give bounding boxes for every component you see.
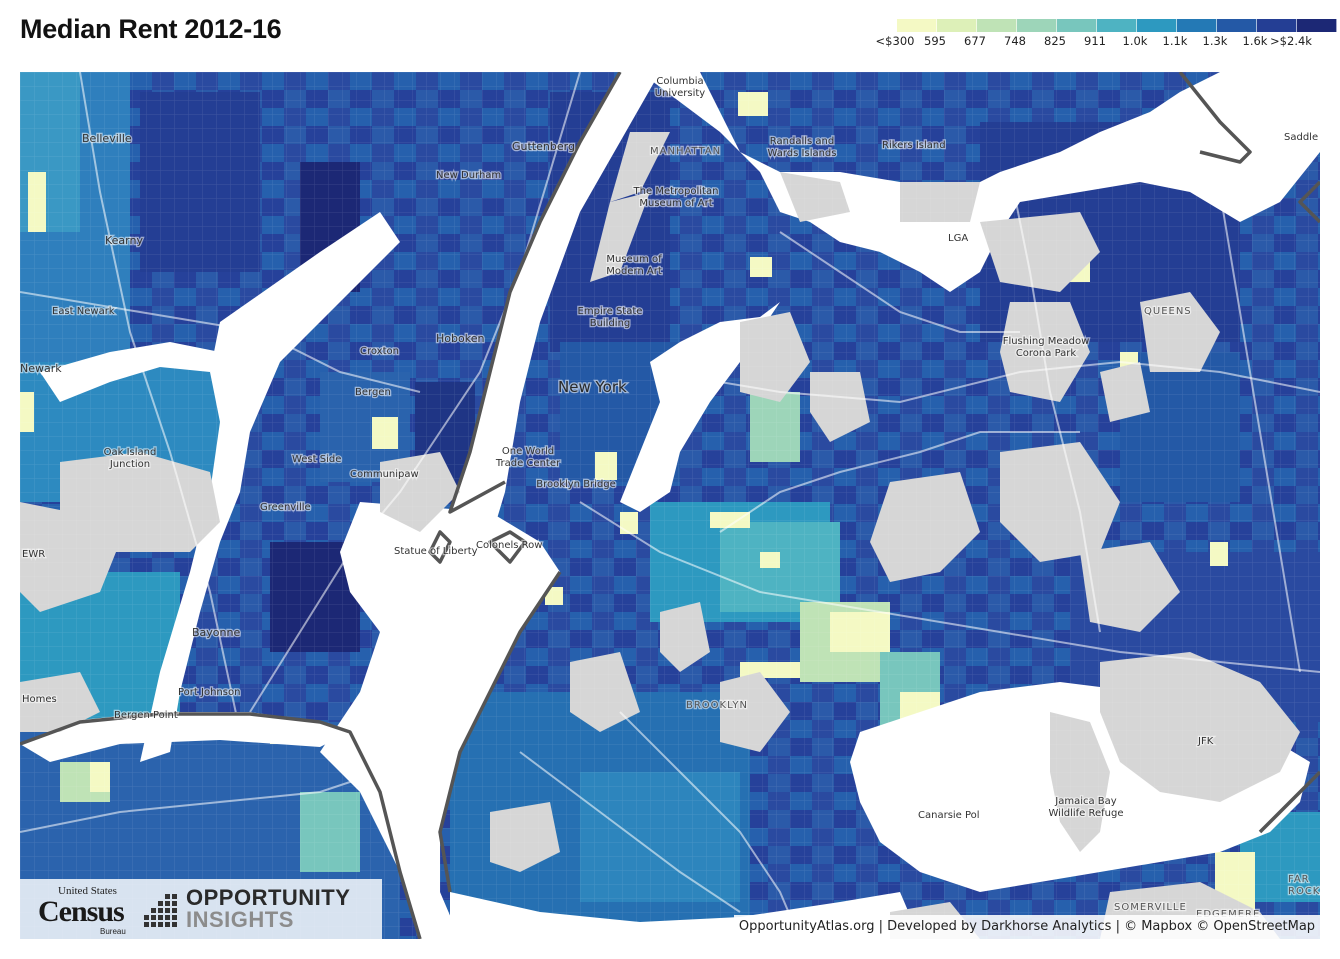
- place-label: Newark: [20, 362, 62, 375]
- opportunity-insights-logo-line2: INSIGHTS: [186, 907, 294, 932]
- place-label: EWR: [22, 549, 45, 560]
- place-label: Bayonne: [192, 626, 240, 639]
- legend-swatch: [977, 19, 1017, 32]
- place-label: Communipaw: [350, 469, 419, 480]
- place-label: East Newark: [52, 306, 115, 317]
- legend-swatch: [897, 19, 937, 32]
- census-logo-top: United States: [58, 885, 117, 897]
- place-label: SOMERVILLE: [1114, 902, 1187, 913]
- legend-swatch: [937, 19, 977, 32]
- legend-label: 677: [964, 34, 986, 48]
- highways: [20, 72, 1320, 939]
- place-label: Rikers Island: [882, 140, 946, 151]
- place-labels: Belleville Kearny East Newark Newark Oak Isl…: [20, 75, 1320, 922]
- place-label: Brooklyn Bridge: [536, 479, 616, 490]
- place-label: Bergen Point: [114, 710, 178, 721]
- place-label: New York: [558, 378, 627, 396]
- place-label: Homes: [22, 694, 57, 705]
- legend-swatch: [1177, 19, 1217, 32]
- place-label: MANHATTAN: [650, 146, 721, 157]
- legend-swatch: [1017, 19, 1057, 32]
- place-label: QUEENS: [1144, 306, 1192, 317]
- place-label: Greenville: [260, 502, 311, 513]
- legend-label: 911: [1084, 34, 1106, 48]
- legend-label: 1.1k: [1162, 34, 1188, 48]
- place-label: Jamaica Bay Wildlife Refuge: [1049, 796, 1124, 819]
- legend-label: 748: [1004, 34, 1026, 48]
- place-label: The Metropolitan Museum of Art: [633, 186, 719, 209]
- census-logo-main: Census: [38, 895, 125, 928]
- place-label: One World Trade Center: [495, 446, 561, 469]
- legend-label: 1.6k: [1242, 34, 1268, 48]
- legend-label: <$300: [875, 34, 915, 48]
- legend-label: >$2.4k: [1270, 34, 1312, 48]
- place-label: Bergen: [355, 387, 391, 398]
- place-label: Columbia University: [655, 76, 706, 99]
- place-label: Canarsie Pol: [918, 810, 980, 821]
- map-title: Median Rent 2012-16: [20, 14, 282, 44]
- place-label: Empire State Building: [578, 306, 643, 329]
- color-legend: <$300 595 677 748 825 911 1.0k 1.1k 1.3k 1.6k >$2.…: [873, 19, 1337, 55]
- legend-swatch: [1217, 19, 1257, 32]
- census-logo-bottom: Bureau: [100, 927, 126, 936]
- state-boundaries: [20, 72, 1320, 939]
- place-label: Belleville: [82, 132, 132, 145]
- place-label: Hoboken: [436, 332, 484, 345]
- place-label: Croxton: [360, 346, 399, 357]
- place-label: Flushing Meadow Corona Park: [1003, 336, 1090, 359]
- street-texture: [20, 72, 1320, 939]
- place-label: Colonels Row: [476, 540, 542, 551]
- place-label: FARROCKAWAY: [1288, 874, 1320, 897]
- opportunity-insights-grid-icon: [144, 894, 177, 927]
- opportunity-insights-logo-line1: OPPORTUNITY: [186, 885, 351, 910]
- legend-swatch: [1297, 19, 1337, 32]
- legend-swatch: [1257, 19, 1297, 32]
- place-label: West Side: [292, 454, 341, 465]
- place-label: New Durham: [436, 170, 501, 181]
- logo-panel: United States Census Bureau OPPORTUNITY …: [20, 879, 382, 939]
- place-label: Saddle: [1284, 132, 1318, 143]
- legend-color-bar: [897, 19, 1337, 32]
- choropleth-map[interactable]: Belleville Kearny East Newark Newark Oak Isl…: [20, 72, 1320, 939]
- census-bureau-logo: United States Census Bureau: [28, 883, 140, 936]
- place-label: Statue of Liberty: [394, 546, 478, 557]
- place-label: BROOKLYN: [686, 700, 748, 711]
- place-label: Guttenberg: [512, 140, 575, 153]
- legend-label: 1.0k: [1122, 34, 1148, 48]
- place-label: LGA: [948, 233, 968, 244]
- map-canvas[interactable]: Belleville Kearny East Newark Newark Oak Isl…: [20, 72, 1320, 939]
- place-label: Oak Island Junction: [104, 447, 157, 470]
- legend-label: 1.3k: [1202, 34, 1228, 48]
- place-label: Port Johnson: [178, 687, 240, 698]
- legend-label: 595: [924, 34, 946, 48]
- place-label: Kearny: [105, 234, 143, 247]
- legend-swatch: [1137, 19, 1177, 32]
- legend-label: 825: [1044, 34, 1066, 48]
- place-label: Randalls and Wards Islands: [767, 136, 836, 159]
- place-label: JFK: [1197, 736, 1214, 747]
- legend-swatch: [1097, 19, 1137, 32]
- map-attribution[interactable]: OpportunityAtlas.org | Developed by Dark…: [734, 915, 1320, 939]
- legend-swatch: [1057, 19, 1097, 32]
- place-label: Museum of Modern Art: [606, 254, 662, 277]
